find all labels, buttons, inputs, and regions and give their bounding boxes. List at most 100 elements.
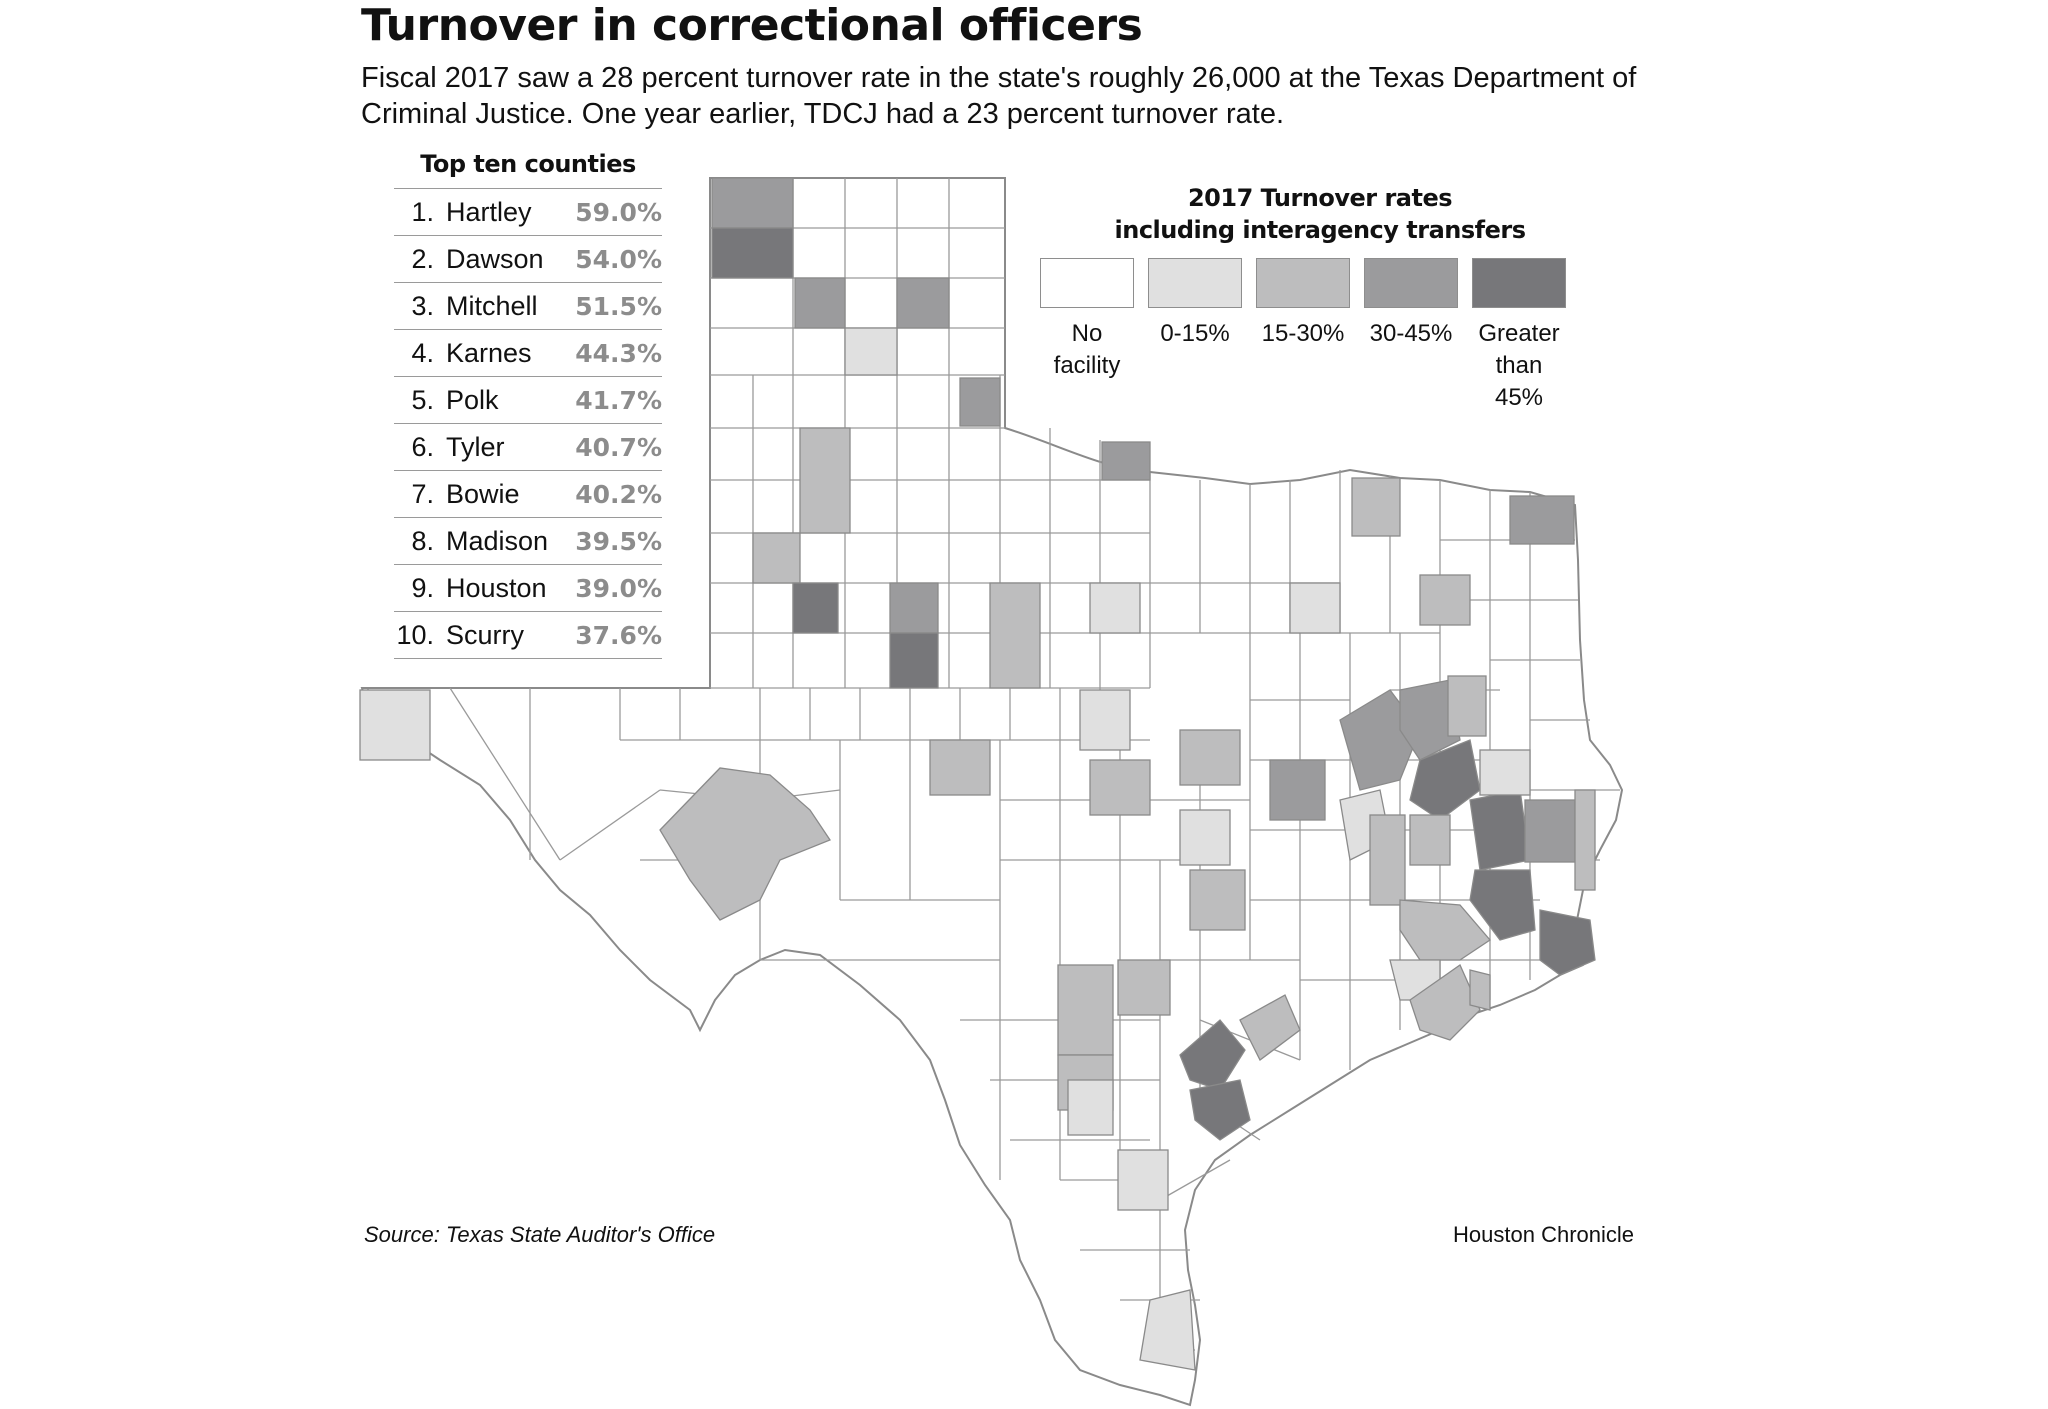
- top-ten-title: Top ten counties: [420, 150, 636, 178]
- rank: 4.: [411, 337, 434, 368]
- county-central-d: [1079, 689, 1131, 751]
- county-name: Polk: [446, 384, 499, 415]
- legend-label: Greater than 45%: [1472, 318, 1566, 414]
- county-panhandle-f: [752, 532, 801, 584]
- county-north-c: [1419, 574, 1471, 626]
- legend-label-line: 30-45%: [1369, 320, 1453, 347]
- legend-label-line: 45%: [1494, 384, 1544, 411]
- legend-title-line1: 2017 Turnover rates: [1187, 184, 1453, 212]
- county-name: Tyler: [446, 431, 505, 462]
- table-row: 1. Hartley 59.0%: [394, 188, 662, 235]
- legend-swatch: [1256, 258, 1350, 308]
- legend-item-0-15: 0-15%: [1148, 258, 1242, 414]
- county-se-b: [1539, 909, 1596, 976]
- legend-label-line: facility: [1053, 352, 1121, 379]
- county-north-b: [1351, 477, 1401, 537]
- rank: 3.: [411, 290, 434, 321]
- legend-label: 15-30%: [1256, 318, 1350, 350]
- county-karnes: [1179, 1019, 1246, 1091]
- county-south-h: [1139, 1289, 1196, 1371]
- county-central-g: [1179, 809, 1231, 866]
- county-east-d: [1369, 814, 1406, 906]
- county-east-g: [1479, 749, 1531, 796]
- county-name: Dawson: [446, 243, 544, 274]
- county-madison: [1409, 739, 1481, 821]
- legend-item-greater-45: Greater than 45%: [1472, 258, 1566, 414]
- rank: 5.: [411, 384, 434, 415]
- rank: 2.: [411, 243, 434, 274]
- county-name: Houston: [446, 572, 547, 603]
- county-galveston: [1469, 969, 1491, 1011]
- legend-title-line2: including interagency transfers: [1114, 216, 1526, 244]
- legend-swatch: [1040, 258, 1134, 308]
- county-south-d: [1239, 994, 1301, 1061]
- rank: 8.: [411, 525, 434, 556]
- legend-title: 2017 Turnover rates including interagenc…: [1030, 182, 1610, 246]
- table-row: 7. Bowie 40.2%: [394, 470, 662, 517]
- county-hartley: [711, 177, 794, 229]
- county-central-e: [1089, 759, 1151, 816]
- turnover-rate: 59.0%: [575, 197, 662, 227]
- table-row: 5. Polk 41.7%: [394, 376, 662, 423]
- table-row: 2. Dawson 54.0%: [394, 235, 662, 282]
- turnover-rate: 41.7%: [575, 385, 662, 415]
- turnover-rate: 37.6%: [575, 620, 662, 650]
- county-dawson: [792, 582, 839, 634]
- table-row: 4. Karnes 44.3%: [394, 329, 662, 376]
- county-central-a: [989, 582, 1041, 689]
- county-south-f: [1067, 1079, 1114, 1136]
- legend-swatch: [1148, 258, 1242, 308]
- county-tyler: [1524, 799, 1576, 863]
- chart-subtitle: Fiscal 2017 saw a 28 percent turnover ra…: [361, 62, 1637, 130]
- county-mitchell: [889, 582, 939, 634]
- county-central-h: [1189, 869, 1246, 931]
- county-west-b: [929, 739, 991, 796]
- county-se-a: [1469, 869, 1536, 941]
- county-name: Bowie: [446, 478, 520, 509]
- county-east-b: [1447, 675, 1487, 737]
- county-name: Hartley: [446, 196, 532, 227]
- legend-swatch: [1364, 258, 1458, 308]
- legend-label-line: No: [1071, 320, 1103, 347]
- legend-item-15-30: 15-30%: [1256, 258, 1350, 414]
- county-pecos-area: [659, 767, 831, 921]
- county-panhandle-a: [794, 277, 846, 329]
- rank: 6.: [411, 431, 434, 462]
- county-polk: [1469, 789, 1531, 871]
- turnover-rate: 39.5%: [575, 526, 662, 556]
- legend-label-line: 0-15%: [1160, 320, 1230, 347]
- turnover-rate: 40.7%: [575, 432, 662, 462]
- county-north-a: [1101, 441, 1151, 481]
- turnover-rate: 44.3%: [575, 338, 662, 368]
- legend-swatch: [1472, 258, 1566, 308]
- county-south-c: [1117, 959, 1171, 1016]
- county-central-i: [1269, 759, 1326, 821]
- county-central-c: [1289, 582, 1341, 634]
- county-south-e: [1189, 1079, 1251, 1141]
- county-south-g: [1117, 1149, 1169, 1211]
- county-scurry: [889, 632, 939, 689]
- county-panhandle-b: [896, 277, 950, 329]
- county-central-b: [1089, 582, 1141, 634]
- chart-title: Turnover in correctional officers: [361, 0, 1143, 51]
- county-east-e: [1409, 814, 1451, 866]
- top-ten-rows: 1. Hartley 59.0% 2. Dawson 54.0% 3. Mitchell 5…: [394, 188, 662, 659]
- county-brazoria: [1409, 964, 1481, 1041]
- county-name: Scurry: [446, 619, 525, 650]
- table-row: 8. Madison 39.5%: [394, 517, 662, 564]
- county-panhandle-e: [799, 427, 851, 534]
- county-panhandle-top: [711, 227, 794, 279]
- legend-item-no-facility: No facility: [1040, 258, 1134, 414]
- table-row: 9. Houston 39.0%: [394, 564, 662, 611]
- county-name: Mitchell: [446, 290, 538, 321]
- county-name: Madison: [446, 525, 549, 556]
- county-harris: [1399, 899, 1491, 961]
- county-east-a: [1399, 679, 1461, 761]
- source-note: Source: Texas State Auditor's Office: [364, 1222, 716, 1247]
- turnover-rate: 54.0%: [575, 244, 662, 274]
- county-bowie: [1509, 495, 1575, 545]
- county-central-f: [1179, 729, 1241, 786]
- table-row: 6. Tyler 40.7%: [394, 423, 662, 470]
- rank: 1.: [411, 196, 434, 227]
